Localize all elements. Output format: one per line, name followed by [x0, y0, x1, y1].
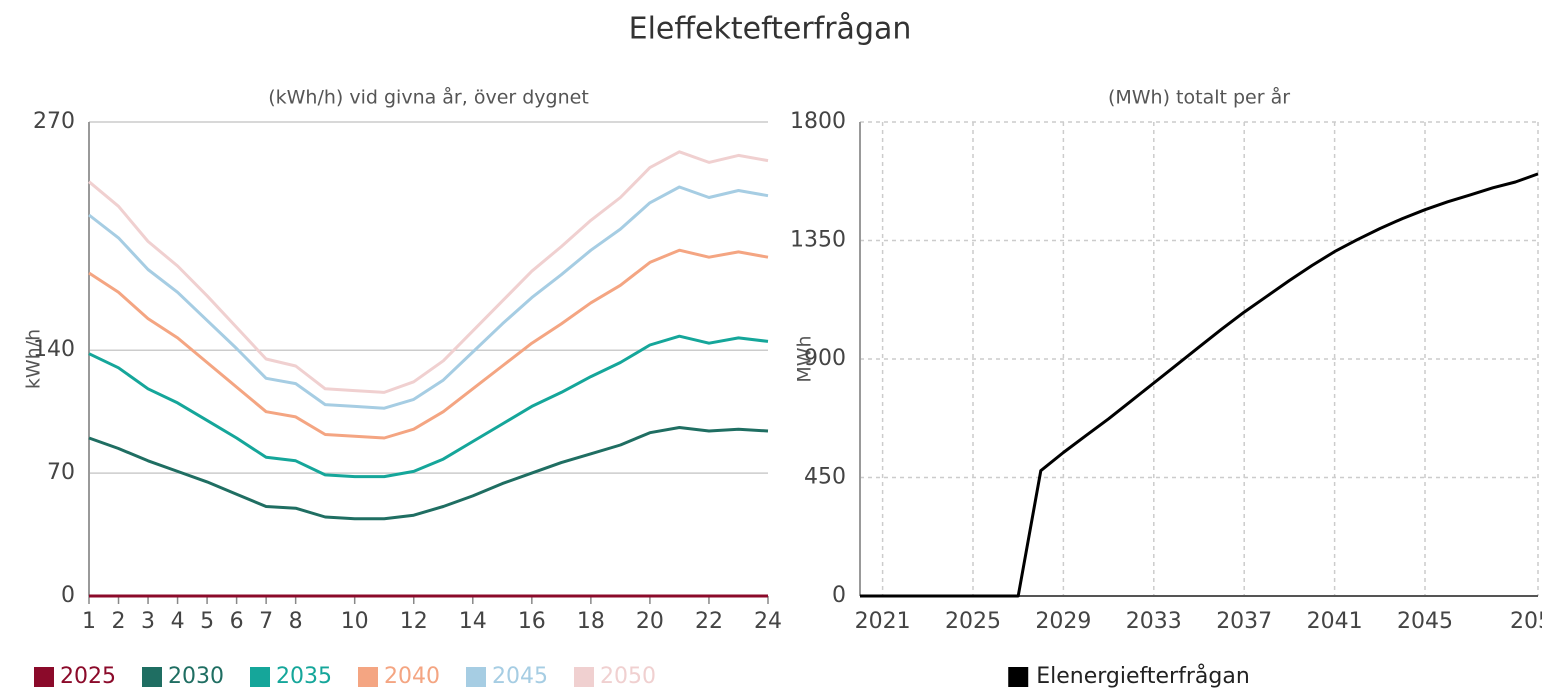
line [88, 185, 769, 410]
x-tick-label: 14 [459, 609, 487, 634]
y-tick-label: 0 [832, 583, 846, 608]
legend-swatch [250, 667, 270, 687]
legend-label: 2045 [492, 664, 548, 689]
x-tick-label: 2045 [1397, 609, 1453, 634]
x-tick-label: 5 [200, 609, 214, 634]
x-tick-label: 2037 [1216, 609, 1272, 634]
x-tick-label: 2041 [1307, 609, 1363, 634]
legend-swatch [574, 667, 594, 687]
x-tick-label: 2050 [1510, 609, 1542, 634]
line [88, 150, 769, 394]
x-tick-label: 12 [400, 609, 428, 634]
x-tick-label: 22 [695, 609, 723, 634]
y-tick-label: 0 [61, 583, 75, 608]
y-tick-label: 900 [804, 346, 846, 371]
x-tick-label: 1 [82, 609, 96, 634]
x-tick-label: 2021 [855, 609, 911, 634]
legend-swatch [142, 667, 162, 687]
y-tick-label: 1800 [790, 109, 846, 134]
x-tick-label: 20 [636, 609, 664, 634]
y-tick-label: 140 [33, 337, 75, 362]
x-tick-label: 7 [259, 609, 273, 634]
chart-title: Eleffektefterfrågan [629, 12, 912, 47]
legend-swatch [466, 667, 486, 687]
x-tick-label: 18 [577, 609, 605, 634]
line [88, 248, 769, 440]
line [88, 334, 769, 479]
x-tick-label: 2033 [1126, 609, 1182, 634]
y-tick-label: 1350 [790, 228, 846, 253]
y-tick-label: 270 [33, 109, 75, 134]
y-tick-label: 450 [804, 465, 846, 490]
subtitle: (kWh/h) vid givna år, över dygnet [268, 86, 589, 109]
legend-swatch [1008, 667, 1029, 687]
subtitle: (MWh) totalt per år [1108, 86, 1290, 109]
line [88, 426, 769, 521]
line [860, 172, 1539, 598]
x-tick-label: 16 [518, 609, 546, 634]
legend-label: 2035 [276, 664, 332, 689]
x-tick-label: 2025 [945, 609, 1001, 634]
x-tick-label: 2029 [1035, 609, 1091, 634]
x-tick-label: 3 [141, 609, 155, 634]
legend-label: Elenergiefterfrågan [1036, 663, 1250, 689]
x-tick-label: 8 [289, 609, 303, 634]
y-axis-label: kWh/h [23, 329, 45, 389]
legend-label: 2025 [60, 664, 116, 689]
x-tick-label: 4 [171, 609, 185, 634]
legend-label: 2040 [384, 664, 440, 689]
legend-label: 2030 [168, 664, 224, 689]
legend-swatch [34, 667, 54, 687]
x-tick-label: 2 [112, 609, 126, 634]
y-tick-label: 70 [47, 460, 75, 485]
legend-swatch [358, 667, 378, 687]
x-tick-label: 6 [230, 609, 244, 634]
y-axis-label: MWh [794, 335, 816, 382]
x-tick-label: 10 [341, 609, 369, 634]
x-tick-label: 24 [754, 609, 782, 634]
legend-label: 2050 [600, 664, 656, 689]
